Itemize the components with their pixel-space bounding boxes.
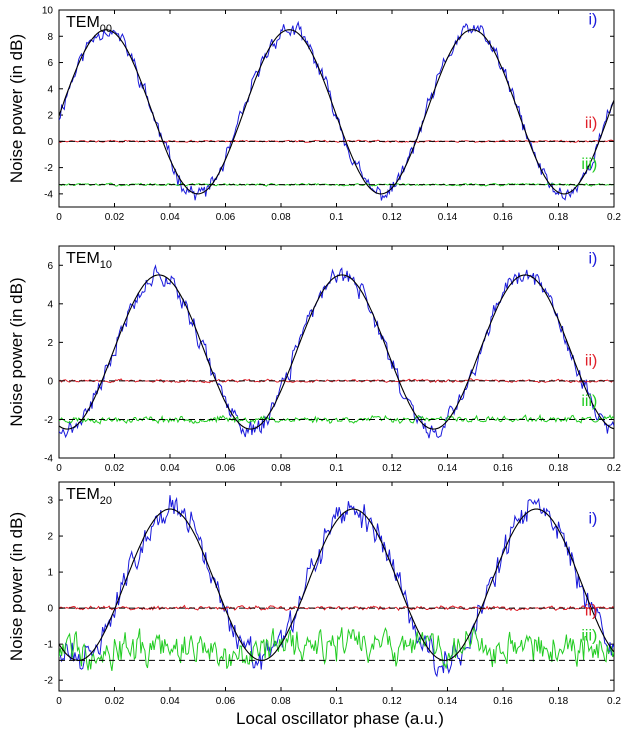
y-tick-label: 8	[47, 32, 53, 43]
panel-title: TEM20	[66, 486, 112, 507]
fit-curve	[59, 29, 614, 195]
y-tick-label: -4	[44, 189, 53, 200]
y-tick-label: 4	[47, 299, 53, 310]
x-tick-label: 0.1	[330, 463, 344, 474]
trace-label-ii: ii)	[585, 352, 597, 369]
y-tick-label: 2	[47, 111, 53, 122]
x-tick-label: 0.02	[105, 212, 125, 223]
y-tick-label: 0	[47, 604, 53, 615]
y-tick-label: 2	[47, 532, 53, 543]
x-tick-label: 0.18	[549, 212, 569, 223]
trace-label-iii: iii)	[581, 393, 597, 410]
x-tick-label: 0.04	[160, 696, 180, 707]
fit-curve	[59, 508, 614, 661]
y-tick-label: -2	[44, 163, 53, 174]
x-tick-label: 0	[56, 696, 62, 707]
y-tick-label: 0	[47, 137, 53, 148]
x-tick-label: 0	[56, 212, 62, 223]
y-tick-label: 6	[47, 261, 53, 272]
x-tick-label: 0.08	[271, 212, 291, 223]
chart-panel-2: 0 0.02 0.04 0.06 0.08 0.1 0.12 0.14 0.16 0.18 0.2 -…	[7, 481, 621, 707]
y-axis-label: Noise power (in dB)	[7, 34, 26, 183]
x-tick-label: 0.04	[160, 212, 180, 223]
trace-label-iii: iii)	[581, 628, 597, 645]
plot-frame	[58, 9, 615, 208]
x-tick-label: 0.16	[493, 696, 513, 707]
y-tick-label: -4	[44, 454, 53, 465]
y-tick-label: 4	[47, 84, 53, 95]
x-tick-label: 0.14	[438, 696, 458, 707]
chart-panel-0: 0 0.02 0.04 0.06 0.08 0.1 0.12 0.14 0.16 0.18 0.2 -…	[7, 6, 621, 224]
y-tick-label: 1	[47, 568, 53, 579]
x-tick-label: 0.04	[160, 463, 180, 474]
x-axis-label: Local oscillator phase (a.u.)	[236, 709, 444, 728]
trace-label-i: i)	[588, 11, 597, 28]
trace-label-i: i)	[588, 510, 597, 527]
x-tick-label: 0.1	[330, 696, 344, 707]
x-tick-label: 0.02	[105, 696, 125, 707]
y-tick-label: 10	[42, 6, 54, 17]
x-tick-label: 0.12	[382, 463, 402, 474]
x-tick-label: 0.2	[607, 212, 621, 223]
y-tick-label: -1	[44, 640, 53, 651]
x-tick-label: 0.06	[216, 463, 236, 474]
y-tick-label: 2	[47, 338, 53, 349]
x-tick-label: 0.06	[216, 212, 236, 223]
chart-panel-1: 0 0.02 0.04 0.06 0.08 0.1 0.12 0.14 0.16 0.18 0.2 -…	[7, 245, 621, 474]
series-line-i	[59, 20, 614, 201]
series-line-ii	[59, 604, 614, 612]
y-axis-label: Noise power (in dB)	[7, 277, 26, 426]
trace-label-i: i)	[588, 250, 597, 267]
y-axis-label: Noise power (in dB)	[7, 512, 26, 661]
y-tick-label: 0	[47, 376, 53, 387]
x-tick-label: 0.18	[549, 696, 569, 707]
series-line-i	[59, 264, 614, 439]
panel-title: TEM00	[66, 14, 112, 35]
trace-label-ii: ii)	[585, 115, 597, 132]
series-line-i	[59, 495, 614, 678]
x-tick-label: 0.14	[438, 463, 458, 474]
y-tick-label: 6	[47, 58, 53, 69]
x-tick-label: 0.16	[493, 463, 513, 474]
x-tick-label: 0.08	[271, 696, 291, 707]
y-tick-label: -2	[44, 415, 53, 426]
x-tick-label: 0.08	[271, 463, 291, 474]
x-tick-label: 0.06	[216, 696, 236, 707]
y-tick-label: 3	[47, 496, 53, 507]
fit-curve	[59, 274, 614, 430]
x-tick-label: 0.16	[493, 212, 513, 223]
x-tick-label: 0.12	[382, 212, 402, 223]
y-tick-label: -2	[44, 676, 53, 687]
trace-label-iii: iii)	[581, 156, 597, 173]
x-tick-label: 0.12	[382, 696, 402, 707]
x-tick-label: 0.1	[330, 212, 344, 223]
x-tick-label: 0.2	[607, 696, 621, 707]
series-line-iii	[59, 626, 614, 671]
x-tick-label: 0.18	[549, 463, 569, 474]
x-tick-label: 0.2	[607, 463, 621, 474]
plot-frame	[58, 245, 615, 459]
x-tick-label: 0.02	[105, 463, 125, 474]
x-tick-label: 0	[56, 463, 62, 474]
x-tick-label: 0.14	[438, 212, 458, 223]
panel-title: TEM10	[66, 250, 112, 271]
trace-label-ii: ii)	[585, 602, 597, 619]
